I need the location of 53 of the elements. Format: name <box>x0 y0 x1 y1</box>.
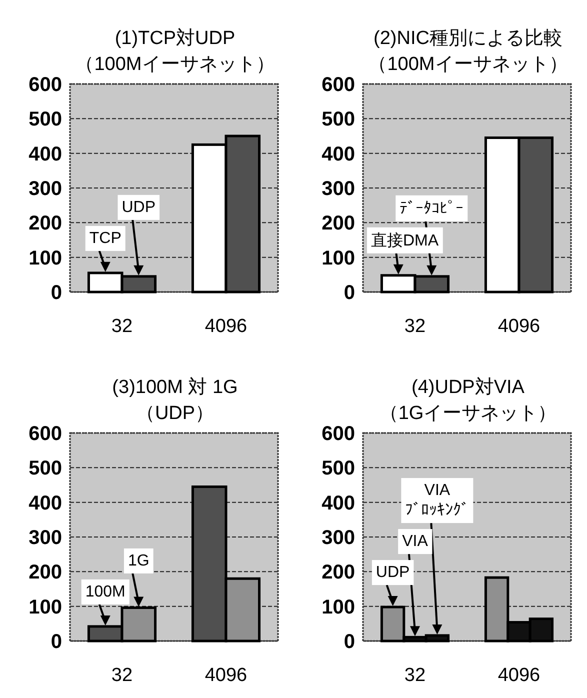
y-tick-label: 500 <box>28 458 62 480</box>
series-label: UDP <box>376 564 410 582</box>
y-tick-label: 0 <box>344 282 355 304</box>
y-tick-label: 300 <box>28 527 62 549</box>
y-tick-label: 0 <box>344 631 355 653</box>
y-tick-label: 200 <box>322 562 355 584</box>
legend-label: 100M <box>85 583 126 600</box>
chart-subtitle: （1Gイーサネット） <box>379 403 557 424</box>
y-tick-label: 500 <box>322 458 355 480</box>
y-tick-label: 600 <box>322 423 355 445</box>
text: ﾃﾞｰﾀｺﾋﾟｰ <box>400 199 464 218</box>
x-tick-label: 4096 <box>204 316 248 337</box>
y-tick-label: 300 <box>28 178 62 200</box>
y-tick-label: 300 <box>322 178 355 200</box>
text: VIA ﾌﾞﾛｯｷﾝｸﾞ <box>405 482 470 520</box>
text: VIA <box>402 533 428 550</box>
y-tick-label: 0 <box>50 282 62 304</box>
series-label: TCP <box>89 230 122 247</box>
text: UDP <box>122 198 156 216</box>
y-tick-label: 100 <box>322 596 355 618</box>
y-tick-label: 200 <box>28 562 62 584</box>
text: 1G <box>128 552 150 570</box>
y-tick-label: 300 <box>322 527 355 549</box>
y-tick-label: 200 <box>322 212 355 235</box>
y-tick-label: 100 <box>28 247 62 270</box>
y-tick-label: 500 <box>322 108 355 131</box>
chart-title: (2)NIC種別による比較 <box>374 28 562 49</box>
y-tick-label: 400 <box>28 492 62 514</box>
y-tick-label: 100 <box>28 596 62 618</box>
chart-subtitle: （UDP） <box>136 403 214 424</box>
x-tick-label: 32 <box>111 316 133 337</box>
legend-label: 直接DMA <box>371 231 439 250</box>
x-tick-label: 32 <box>111 665 133 686</box>
x-tick-label: 32 <box>404 316 426 337</box>
y-tick-label: 600 <box>28 74 62 96</box>
y-tick-label: 0 <box>50 631 62 653</box>
y-tick-label: 400 <box>322 143 355 166</box>
chart-title: (4)UDP対VIA <box>412 376 525 398</box>
y-tick-label: 500 <box>28 108 62 131</box>
x-tick-label: 4096 <box>498 665 540 686</box>
y-tick-label: 100 <box>322 247 355 270</box>
x-tick-label: 4096 <box>498 316 540 337</box>
chart-subtitle: （100Mイーサネット） <box>368 54 568 75</box>
x-tick-label: 32 <box>404 665 426 686</box>
x-tick-label: 4096 <box>204 665 248 686</box>
y-tick-label: 400 <box>322 492 355 514</box>
y-tick-label: 200 <box>28 212 62 235</box>
chart-subtitle: （100Mイーサネット） <box>75 54 275 75</box>
chart-title: (1)TCP対UDP <box>114 27 236 49</box>
y-tick-label: 400 <box>28 143 62 166</box>
y-tick-label: 600 <box>322 74 355 96</box>
chart-title: (3)100M 対 1G <box>112 376 238 398</box>
y-tick-label: 600 <box>28 423 62 445</box>
